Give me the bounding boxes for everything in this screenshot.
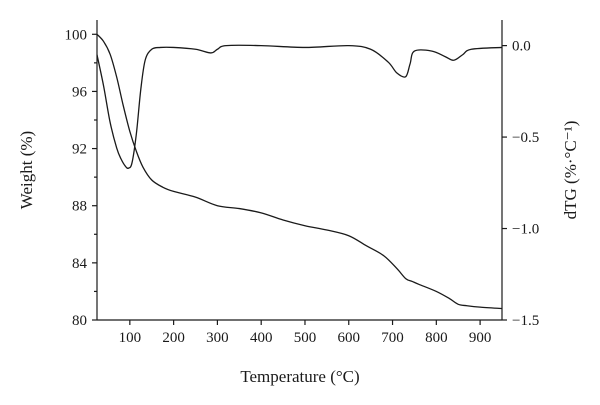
x-tick-label: 900 [469, 330, 492, 346]
series-group [96, 33, 503, 310]
weight-curve [96, 33, 503, 310]
x-axis-title: Temperature (°C) [240, 367, 359, 386]
right-axis-title: dTG (%·°C⁻¹) [561, 121, 580, 220]
y-tick-label: 80 [72, 313, 87, 329]
y-tick-label: 88 [72, 199, 87, 215]
x-tick-label: 400 [250, 330, 273, 346]
right-axis-ticks: 0.0 −0.5 −1.0 −1.5 [502, 39, 539, 329]
y2-tick-label: −1.0 [512, 222, 539, 238]
dtg-curve [96, 44, 503, 170]
x-tick-label: 700 [381, 330, 404, 346]
y2-tick-label: −0.5 [512, 130, 539, 146]
left-axis-title: Weight (%) [17, 131, 36, 209]
x-tick-label: 600 [338, 330, 361, 346]
x-tick-label: 300 [206, 330, 229, 346]
left-axis-ticks: 80 84 88 92 96 100 [65, 27, 97, 329]
x-axis-ticks: 100 200 300 400 500 600 700 800 900 [119, 320, 492, 346]
x-tick-label: 200 [162, 330, 185, 346]
y2-tick-label: −1.5 [512, 313, 539, 329]
y-tick-label: 92 [72, 142, 87, 158]
y-tick-label: 84 [72, 256, 88, 272]
x-tick-label: 800 [425, 330, 448, 346]
y-tick-label: 100 [65, 27, 88, 43]
x-tick-label: 100 [119, 330, 142, 346]
plot-frame [96, 20, 503, 321]
y2-tick-label: 0.0 [512, 39, 531, 55]
y-tick-label: 96 [72, 84, 88, 100]
x-tick-label: 500 [294, 330, 317, 346]
